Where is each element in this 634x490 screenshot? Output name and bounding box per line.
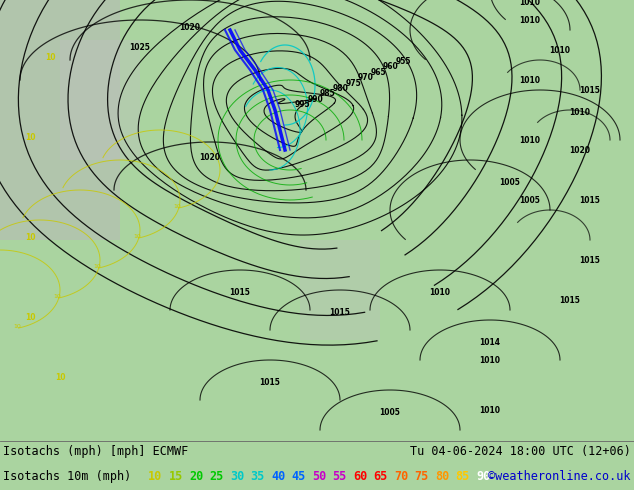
Text: 1010: 1010 bbox=[429, 288, 451, 297]
Text: 1015: 1015 bbox=[560, 295, 581, 304]
Text: 1020: 1020 bbox=[179, 23, 200, 32]
Text: 75: 75 bbox=[415, 469, 429, 483]
Text: 30: 30 bbox=[230, 469, 244, 483]
Text: 1015: 1015 bbox=[579, 85, 600, 95]
Text: 1010: 1010 bbox=[519, 0, 541, 7]
Text: 1020: 1020 bbox=[569, 146, 590, 154]
Text: 10: 10 bbox=[53, 294, 61, 299]
Text: 1005: 1005 bbox=[519, 196, 540, 204]
Text: 60: 60 bbox=[353, 469, 367, 483]
Text: 85: 85 bbox=[455, 469, 470, 483]
Text: 45: 45 bbox=[292, 469, 306, 483]
Text: 1010: 1010 bbox=[569, 108, 590, 117]
Text: 55: 55 bbox=[332, 469, 347, 483]
Text: 1010: 1010 bbox=[479, 356, 500, 365]
Text: 25: 25 bbox=[209, 469, 224, 483]
Text: ©weatheronline.co.uk: ©weatheronline.co.uk bbox=[489, 469, 631, 483]
Text: 10: 10 bbox=[94, 264, 101, 269]
Text: 10: 10 bbox=[13, 324, 22, 329]
Text: 65: 65 bbox=[373, 469, 388, 483]
Text: 1014: 1014 bbox=[479, 338, 500, 347]
Text: 10: 10 bbox=[174, 204, 181, 209]
Text: 960: 960 bbox=[383, 62, 399, 72]
Text: 15: 15 bbox=[169, 469, 183, 483]
Text: 995: 995 bbox=[295, 100, 311, 109]
Text: 975: 975 bbox=[345, 78, 361, 88]
Text: 35: 35 bbox=[250, 469, 265, 483]
Text: 1010: 1010 bbox=[479, 406, 500, 415]
Text: 980: 980 bbox=[332, 84, 348, 93]
Text: 1010: 1010 bbox=[519, 75, 541, 84]
Text: Isotachs 10m (mph): Isotachs 10m (mph) bbox=[3, 469, 131, 483]
FancyBboxPatch shape bbox=[60, 40, 140, 160]
Text: 1010: 1010 bbox=[519, 16, 541, 24]
Text: 985: 985 bbox=[320, 89, 335, 98]
Text: 80: 80 bbox=[435, 469, 450, 483]
Text: 20: 20 bbox=[189, 469, 204, 483]
Text: 990: 990 bbox=[307, 95, 323, 104]
Text: 1015: 1015 bbox=[230, 288, 250, 297]
Text: 965: 965 bbox=[370, 68, 386, 77]
Text: 1025: 1025 bbox=[129, 43, 150, 52]
Text: 10: 10 bbox=[25, 313, 36, 322]
Text: 10: 10 bbox=[134, 234, 141, 239]
Text: 970: 970 bbox=[358, 73, 373, 82]
Text: 1015: 1015 bbox=[259, 378, 280, 387]
Text: 1010: 1010 bbox=[550, 46, 571, 54]
Text: 70: 70 bbox=[394, 469, 408, 483]
Text: 1015: 1015 bbox=[330, 308, 351, 317]
Text: 1005: 1005 bbox=[500, 178, 521, 187]
Text: 1015: 1015 bbox=[579, 255, 600, 265]
FancyBboxPatch shape bbox=[0, 0, 120, 240]
Text: 1020: 1020 bbox=[200, 153, 221, 162]
Text: 90: 90 bbox=[476, 469, 490, 483]
Text: 1015: 1015 bbox=[579, 196, 600, 204]
Text: 10: 10 bbox=[148, 469, 162, 483]
Text: 10: 10 bbox=[45, 53, 55, 62]
Text: 10: 10 bbox=[25, 233, 36, 242]
Text: 40: 40 bbox=[271, 469, 285, 483]
Text: 1005: 1005 bbox=[380, 408, 401, 417]
Text: 10: 10 bbox=[25, 133, 36, 142]
Text: Isotachs (mph) [mph] ECMWF: Isotachs (mph) [mph] ECMWF bbox=[3, 444, 188, 458]
Text: 955: 955 bbox=[396, 57, 411, 66]
Text: 50: 50 bbox=[312, 469, 327, 483]
FancyBboxPatch shape bbox=[300, 240, 380, 340]
Text: 10: 10 bbox=[55, 373, 65, 382]
Text: 1010: 1010 bbox=[519, 136, 541, 145]
Text: Tu 04-06-2024 18:00 UTC (12+06): Tu 04-06-2024 18:00 UTC (12+06) bbox=[410, 444, 631, 458]
